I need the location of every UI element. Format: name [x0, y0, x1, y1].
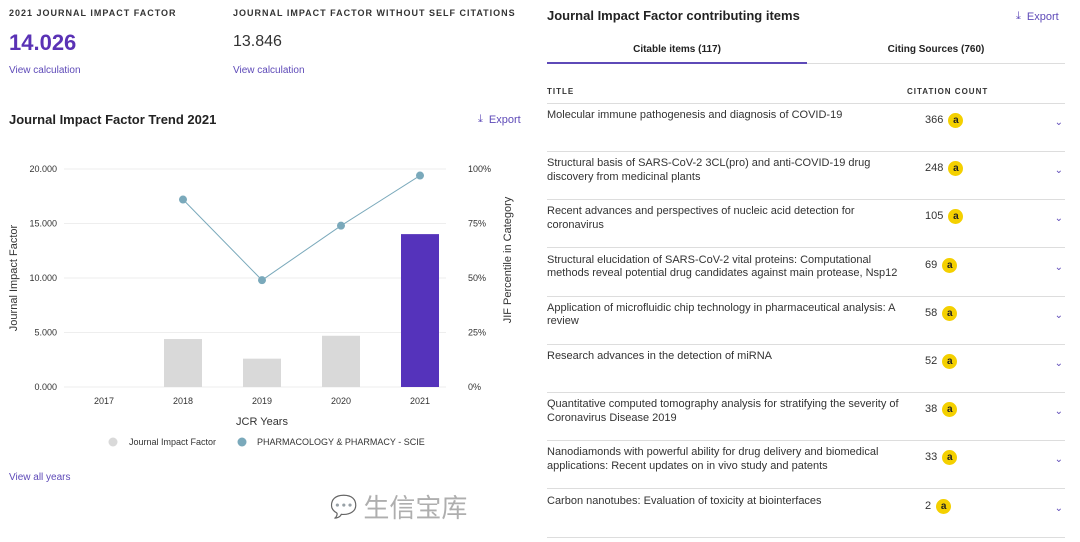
item-title[interactable]: Application of microfluidic chip technol…: [547, 301, 895, 328]
col-title: TITLE: [547, 87, 575, 96]
x-tick-label: 2019: [252, 396, 272, 406]
jif-no-self-label: JOURNAL IMPACT FACTOR WITHOUT SELF CITAT…: [233, 8, 516, 18]
wechat-icon: 💬: [330, 493, 358, 519]
open-access-icon: a: [942, 257, 958, 273]
item-title[interactable]: Recent advances and perspectives of nucl…: [547, 205, 855, 231]
y-tick-label: 10.000: [29, 273, 57, 283]
x-tick-label: 2018: [173, 396, 193, 406]
chevron-down-icon[interactable]: ⌄: [1054, 309, 1063, 321]
item-title[interactable]: Quantitative computed tomography analysi…: [547, 398, 899, 424]
x-tick-label: 2017: [94, 396, 114, 406]
jif-bar: [243, 358, 281, 387]
percentile-point: [416, 171, 424, 180]
jif-bar: [164, 339, 202, 387]
view-calculation-link[interactable]: View calculation: [9, 65, 81, 76]
open-access-icon: a: [942, 402, 958, 418]
citation-count: 105: [925, 210, 944, 223]
open-access-icon: a: [948, 161, 964, 177]
tab-citable-items[interactable]: Citable items (117): [547, 36, 807, 64]
contrib-export-button[interactable]: ⤓ Export: [1016, 10, 1059, 23]
citation-count: 69: [925, 258, 938, 271]
contrib-title: Journal Impact Factor contributing items: [547, 8, 800, 23]
y-axis-label: Journal Impact Factor: [8, 224, 20, 331]
open-access-icon: a: [936, 498, 952, 514]
jif-label: 2021 JOURNAL IMPACT FACTOR: [9, 8, 177, 18]
y2-tick-label: 50%: [468, 273, 486, 283]
item-title[interactable]: Structural elucidation of SARS-CoV-2 vit…: [547, 253, 898, 280]
jif-bar: [322, 335, 360, 387]
item-title[interactable]: Molecular immune pathogenesis and diagno…: [547, 109, 843, 121]
trend-export-button[interactable]: ⤓ Export: [478, 113, 521, 126]
x-tick-label: 2021: [410, 396, 430, 406]
open-access-icon: a: [942, 450, 958, 466]
y2-tick-label: 100%: [468, 164, 491, 174]
open-access-icon: a: [942, 354, 958, 369]
jif-trend-chart: 0.000 0% 5.000 25% 10.000 50% 15.000 75% 20.000 1…: [8, 164, 514, 447]
legend-line-swatch: [237, 437, 247, 447]
percentile-point: [179, 195, 187, 204]
citation-count: 366: [925, 114, 944, 126]
percentile-point: [258, 276, 266, 285]
table-row[interactable]: Research advances in the detection of mi…: [547, 345, 1065, 393]
item-title[interactable]: Carbon nanotubes: Evaluation of toxicity…: [547, 494, 822, 507]
item-title[interactable]: Research advances in the detection of mi…: [547, 350, 773, 362]
y-tick-label: 0.000: [34, 382, 57, 392]
y2-tick-label: 75%: [468, 219, 486, 229]
open-access-icon: a: [948, 113, 964, 128]
percentile-point: [337, 221, 345, 230]
trend-title: Journal Impact Factor Trend 2021: [9, 112, 217, 127]
chevron-down-icon[interactable]: ⌄: [1054, 406, 1063, 418]
table-row[interactable]: Structural basis of SARS-CoV-2 3CL(pro) …: [547, 152, 1065, 201]
jif-no-self-value: 13.846: [233, 33, 282, 50]
jif-bar: [401, 234, 439, 387]
citation-count: 33: [925, 451, 938, 464]
citation-count: 52: [925, 355, 938, 367]
x-axis-label: JCR Years: [236, 416, 288, 428]
y2-tick-label: 0%: [468, 382, 481, 392]
citation-count: 248: [925, 162, 944, 175]
table-row[interactable]: Structural elucidation of SARS-CoV-2 vit…: [547, 249, 1065, 297]
percentile-line: [182, 175, 421, 281]
table-row[interactable]: Nanodiamonds with powerful ability for d…: [547, 441, 1065, 490]
table-row[interactable]: Quantitative computed tomography analysi…: [547, 393, 1065, 442]
download-icon: ⤓: [1016, 10, 1021, 22]
jif-value: 14.026: [9, 30, 77, 55]
x-tick-label: 2020: [331, 396, 351, 406]
y-tick-label: 5.000: [34, 328, 57, 338]
col-citation-count: CITATION COUNT: [907, 87, 989, 96]
download-icon: ⤓: [478, 113, 483, 125]
y2-tick-label: 25%: [468, 328, 486, 338]
table-row[interactable]: Carbon nanotubes: Evaluation of toxicity…: [547, 490, 1065, 538]
citation-count: 2: [925, 499, 932, 512]
view-all-years-link[interactable]: View all years: [9, 472, 71, 483]
table-row[interactable]: Molecular immune pathogenesis and diagno…: [547, 104, 1065, 152]
chevron-down-icon[interactable]: ⌄: [1054, 454, 1063, 466]
legend-bar-swatch: [108, 437, 118, 447]
citation-count: 58: [925, 306, 938, 319]
y-tick-label: 20.000: [29, 164, 57, 174]
open-access-icon: a: [942, 305, 958, 321]
chevron-down-icon[interactable]: ⌄: [1054, 261, 1063, 273]
legend-bar-label: Journal Impact Factor: [129, 437, 216, 447]
y-tick-label: 15.000: [29, 219, 57, 229]
chevron-down-icon[interactable]: ⌄: [1054, 117, 1063, 128]
table-row[interactable]: Recent advances and perspectives of nucl…: [547, 200, 1065, 249]
chevron-down-icon[interactable]: ⌄: [1054, 165, 1063, 177]
export-label: Export: [1026, 10, 1059, 23]
export-label: Export: [488, 113, 521, 126]
chevron-down-icon[interactable]: ⌄: [1054, 358, 1063, 369]
open-access-icon: a: [948, 209, 964, 225]
chevron-down-icon[interactable]: ⌄: [1054, 213, 1063, 225]
y2-axis-label: JIF Percentile in Category: [502, 196, 514, 323]
tab-citing-sources[interactable]: Citing Sources (760): [807, 36, 1065, 64]
citation-count: 38: [925, 403, 938, 416]
chevron-down-icon[interactable]: ⌄: [1054, 502, 1063, 514]
table-row[interactable]: Application of microfluidic chip technol…: [547, 297, 1065, 345]
legend-line-label: PHARMACOLOGY & PHARMACY - SCIE: [257, 437, 425, 447]
view-calculation-link-2[interactable]: View calculation: [233, 65, 305, 76]
item-title[interactable]: Nanodiamonds with powerful ability for d…: [547, 446, 879, 472]
item-title[interactable]: Structural basis of SARS-CoV-2 3CL(pro) …: [547, 157, 871, 183]
watermark: 💬 生信宝库: [330, 493, 468, 523]
